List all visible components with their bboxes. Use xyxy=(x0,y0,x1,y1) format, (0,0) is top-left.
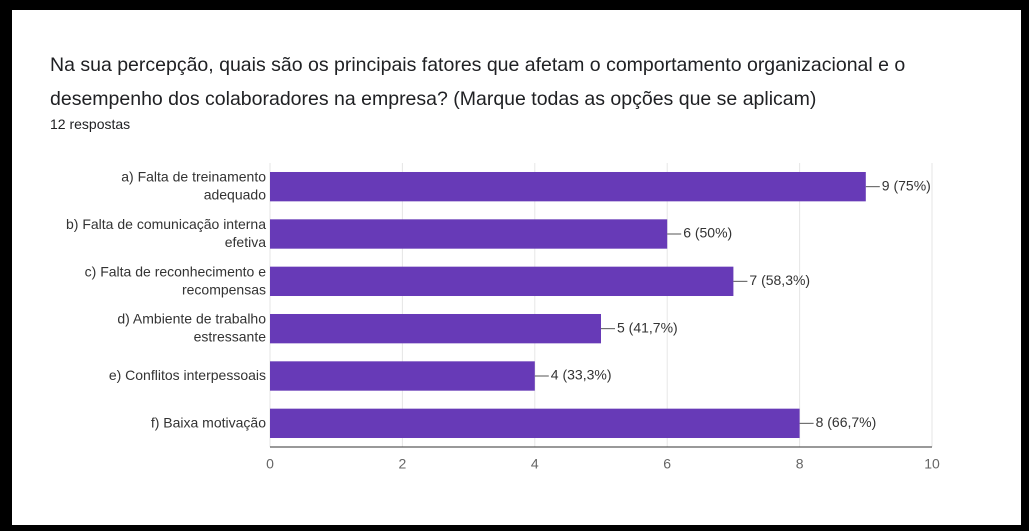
bar xyxy=(270,171,866,202)
chart-title: Na sua percepção, quais são os principai… xyxy=(50,54,906,110)
y-tick-label: b) Falta de comunicação interna efetiva xyxy=(66,216,266,250)
value-label: 5 (41,7%) xyxy=(617,319,678,335)
y-tick-label: f) Baixa motivação xyxy=(151,414,266,430)
value-label: 6 (50%) xyxy=(683,225,732,241)
y-tick-label: e) Conflitos interpessoais xyxy=(109,367,266,383)
response-count: 12 respostas xyxy=(50,116,131,132)
chart-panel: Na sua percepção, quais são os principai… xyxy=(12,10,1021,525)
bar xyxy=(270,313,601,344)
x-tick-label: 8 xyxy=(796,456,804,472)
x-tick-label: 6 xyxy=(663,456,671,472)
value-label: 4 (33,3%) xyxy=(551,367,612,383)
bar xyxy=(270,361,535,391)
value-label: 9 (75%) xyxy=(882,177,931,193)
y-tick-label: c) Falta de reconhecimento e recompensas xyxy=(85,263,267,297)
x-tick-label: 2 xyxy=(399,456,407,472)
bar xyxy=(270,408,800,439)
x-tick-label: 10 xyxy=(924,456,940,472)
y-tick-label: d) Ambiente de trabalho estressante xyxy=(117,310,266,344)
value-label: 7 (58,3%) xyxy=(749,272,810,288)
bar xyxy=(270,266,734,297)
y-tick-label: a) Falta de treinamento adequado xyxy=(121,168,266,202)
bar xyxy=(270,219,668,249)
value-label: 8 (66,7%) xyxy=(816,414,877,430)
x-tick-label: 0 xyxy=(266,456,274,472)
x-tick-label: 4 xyxy=(531,456,539,472)
